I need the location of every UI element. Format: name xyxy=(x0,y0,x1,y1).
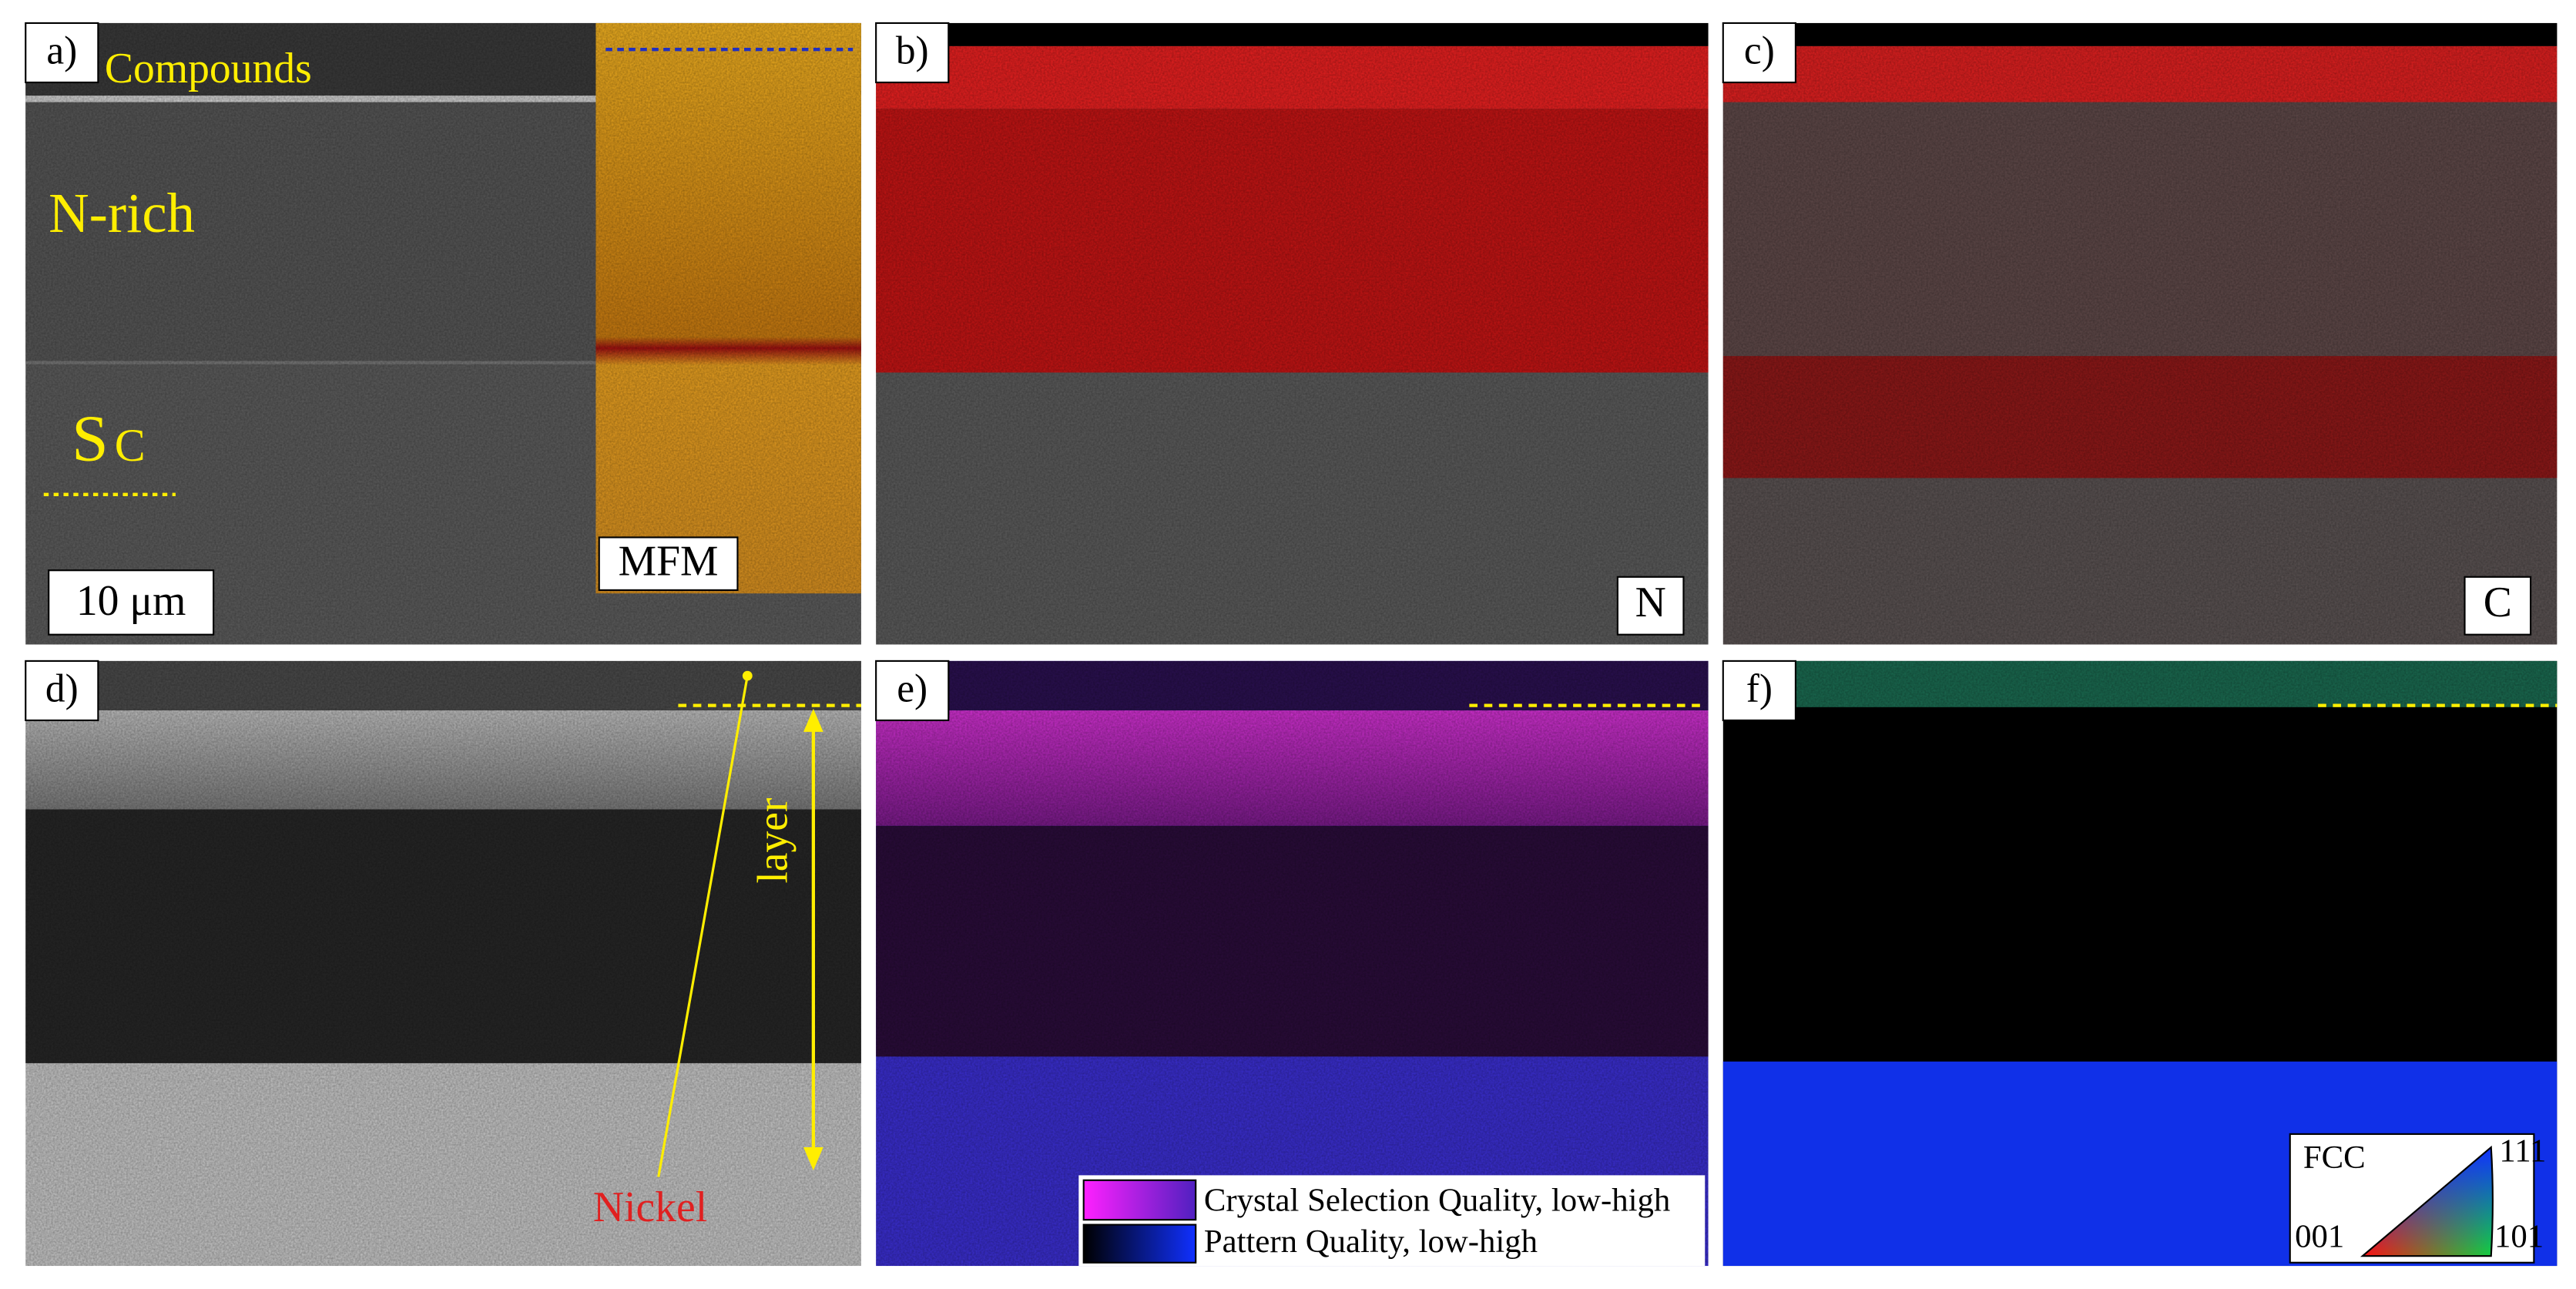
annotation: N-rich xyxy=(49,182,195,244)
legend-swatch xyxy=(1082,1224,1197,1264)
pole-label: 001 xyxy=(2295,1219,2344,1255)
annotation: Nickel xyxy=(593,1183,707,1231)
phase-label: FCC xyxy=(2303,1140,2366,1176)
pointer xyxy=(657,675,749,1177)
panel-b: b) N xyxy=(875,22,1709,645)
label-box xyxy=(1722,660,1797,721)
panel-d: layer Nickel d) xyxy=(25,660,861,1267)
texture xyxy=(25,660,861,1267)
element-label: N xyxy=(1635,579,1666,626)
element-label: C xyxy=(2484,579,2512,626)
pointer-dot xyxy=(742,670,753,681)
texture xyxy=(876,45,1709,645)
background xyxy=(1722,22,2558,46)
texture xyxy=(1722,45,2558,645)
label-box xyxy=(875,22,950,84)
pole-label: 101 xyxy=(2494,1219,2544,1255)
annotation: layer xyxy=(750,797,797,884)
legend-label: Pattern Quality, low-high xyxy=(1204,1224,1538,1260)
panel-label: f) xyxy=(1746,666,1773,710)
annotation: S xyxy=(72,401,109,475)
texture xyxy=(876,660,1709,1267)
panel-label: a) xyxy=(46,29,77,72)
scale-bar: 10 μm xyxy=(76,577,186,625)
texture xyxy=(1722,660,2558,707)
panel-label: d) xyxy=(45,666,79,710)
annotation: C xyxy=(115,420,146,471)
annotation: Compounds xyxy=(105,45,312,92)
panel-f: FCC 111 001 101 f) xyxy=(1722,660,2558,1267)
pole-label: 111 xyxy=(2499,1133,2546,1169)
panel-a: a) Compounds N-rich S C 10 μm MFM xyxy=(25,22,861,645)
label-box xyxy=(1616,576,1685,636)
background xyxy=(876,22,1709,46)
panel-label: b) xyxy=(896,29,929,72)
ipf-triangle xyxy=(2360,1145,2494,1257)
inset-label: MFM xyxy=(619,538,719,586)
panel-c: c) C xyxy=(1722,22,2558,645)
panel-e: Crystal Selection Quality, low-high Patt… xyxy=(875,660,1709,1267)
label-box xyxy=(25,660,99,721)
label-box xyxy=(2464,576,2532,636)
label-box xyxy=(1722,22,1797,84)
texture xyxy=(595,22,861,594)
panel-label: c) xyxy=(1744,29,1775,72)
label-box xyxy=(875,660,950,721)
label-box xyxy=(48,569,215,636)
legend-swatch xyxy=(1082,1179,1197,1221)
panel-label: e) xyxy=(897,666,927,710)
label-box xyxy=(598,536,739,591)
label-box xyxy=(25,22,99,84)
legend-label: Crystal Selection Quality, low-high xyxy=(1204,1183,1670,1219)
